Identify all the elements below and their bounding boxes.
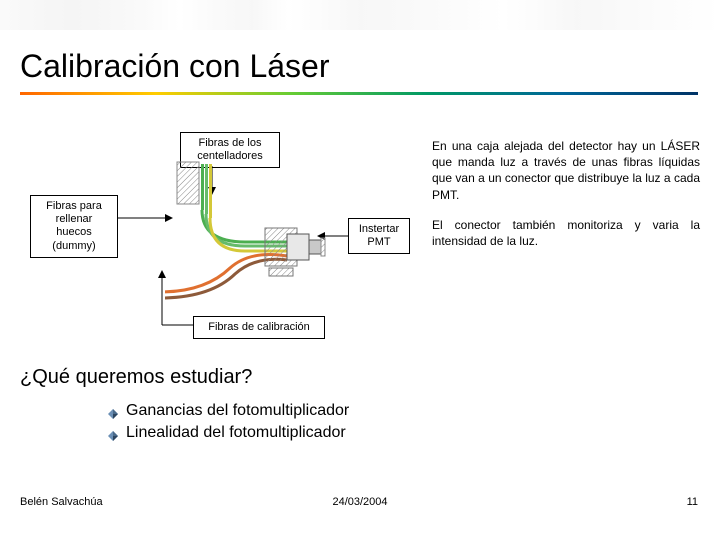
- desc-paragraph-2: El conector también monitoriza y varia l…: [432, 217, 700, 249]
- label-fibras-dummy: Fibras para rellenar huecos (dummy): [30, 195, 118, 258]
- description-text: En una caja alejada del detector hay un …: [432, 138, 700, 263]
- study-bullets: Ganancias del fotomultiplicador Linealid…: [108, 402, 349, 446]
- label-bottom-text: Fibras de calibración: [208, 321, 310, 333]
- bullet-text: Ganancias del fotomultiplicador: [126, 402, 349, 420]
- bullet-item: Ganancias del fotomultiplicador: [108, 402, 349, 420]
- laser-calibration-diagram: [165, 160, 365, 300]
- top-gradient-decor: [0, 0, 720, 30]
- bullet-text: Linealidad del fotomultiplicador: [126, 424, 346, 442]
- diamond-icon: [108, 428, 118, 438]
- bullet-item: Linealidad del fotomultiplicador: [108, 424, 349, 442]
- study-question: ¿Qué queremos estudiar?: [20, 366, 252, 389]
- footer-date: 24/03/2004: [0, 496, 720, 508]
- footer-page-number: 11: [687, 496, 698, 508]
- diamond-icon: [108, 406, 118, 416]
- label-left-text: Fibras para rellenar huecos (dummy): [46, 200, 102, 252]
- label-fibras-calibracion: Fibras de calibración: [193, 316, 325, 339]
- page-title: Calibración con Láser: [20, 48, 330, 85]
- desc-paragraph-1: En una caja alejada del detector hay un …: [432, 138, 700, 203]
- title-underline: [20, 92, 698, 95]
- label-top-text: Fibras de los centelladores: [197, 137, 262, 162]
